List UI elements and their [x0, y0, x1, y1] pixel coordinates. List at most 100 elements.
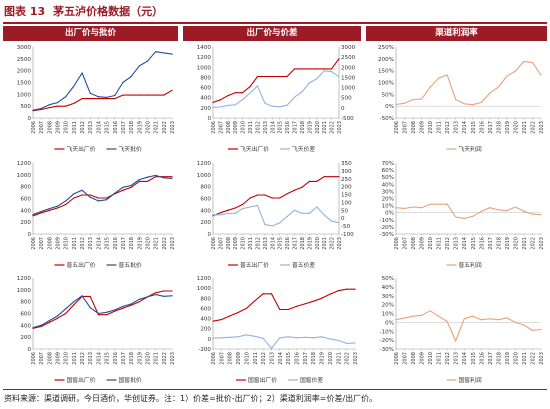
data-point: [412, 315, 414, 317]
x-tick-label: 2022: [330, 121, 336, 134]
data-point: [323, 214, 325, 216]
data-point: [323, 68, 325, 70]
data-point: [316, 180, 318, 183]
data-point: [472, 104, 474, 106]
chart-svg-lz-margin: -30%-20%-10%0%10%20%30%40%50%2006 2007 200…: [380, 276, 545, 384]
data-point: [308, 68, 310, 70]
data-point: [122, 189, 124, 191]
x-tick-label: 2022: [345, 352, 351, 365]
x-tick-label: 2012: [261, 352, 267, 365]
x-tick-label: 2007: [403, 121, 409, 134]
data-point: [114, 310, 116, 312]
x-tick-label: 2010: [244, 352, 250, 365]
x-tick-label: 2007: [39, 121, 45, 134]
y-tick-label: 0: [27, 232, 31, 238]
x-tick-label: 2020: [145, 352, 151, 365]
data-point: [105, 197, 108, 199]
data-point: [97, 98, 100, 100]
y2-tick-label: 250: [341, 177, 352, 183]
x-tick-label: 2016: [479, 121, 485, 134]
data-point: [320, 297, 323, 299]
y2-tick-label: 100: [341, 200, 352, 206]
data-point: [330, 68, 333, 70]
data-point: [279, 106, 281, 108]
data-point: [163, 295, 165, 297]
x-tick-label: 2012: [445, 352, 451, 365]
data-point: [220, 337, 222, 339]
y-tick-label: 1000: [17, 173, 32, 179]
chart-svg-mt-spread: 0 200 400 600 800 1000 1200 1400 -500 0 500 1000 150…: [197, 45, 356, 153]
x-tick-label: 2013: [263, 121, 269, 134]
data-point: [155, 293, 157, 296]
data-point: [330, 176, 333, 178]
data-point: [171, 295, 173, 297]
data-point: [56, 105, 59, 107]
x-tick-label: 2021: [522, 121, 528, 134]
data-point: [219, 212, 222, 214]
data-point: [163, 290, 165, 292]
y-tick-label: 10%: [382, 204, 394, 210]
x-tick-label: 2015: [105, 121, 111, 134]
y-tick-label: 1200: [197, 55, 212, 61]
data-point: [472, 315, 474, 317]
x-tick-label: 2015: [278, 237, 284, 250]
data-point: [220, 318, 222, 321]
data-point: [97, 96, 100, 98]
data-point: [429, 86, 431, 88]
data-point: [212, 214, 214, 216]
bottom-rule: [3, 389, 547, 390]
data-point: [155, 51, 157, 53]
x-tick-label: 2023: [170, 352, 176, 365]
data-point: [301, 186, 303, 188]
y2-tick-label: 1000: [341, 86, 356, 92]
data-point: [48, 320, 50, 322]
y-tick-label: 200: [20, 220, 31, 226]
x-tick-label: 2017: [488, 352, 494, 365]
data-point: [270, 347, 273, 350]
x-tick-label: 2011: [437, 121, 443, 134]
x-tick-label: 2013: [88, 121, 94, 134]
y-tick-label: -200: [198, 347, 211, 353]
x-tick-label: 2020: [513, 237, 519, 250]
x-tick-label: 2011: [248, 237, 254, 250]
x-tick-label: 2006: [31, 352, 37, 365]
y-tick-label: 30%: [382, 189, 394, 195]
data-point: [540, 214, 542, 216]
x-tick-label: 2009: [56, 352, 62, 365]
x-tick-label: 2013: [263, 237, 269, 250]
data-point: [105, 98, 108, 100]
x-tick-label: 2009: [236, 352, 242, 365]
y2-tick-label: 300: [341, 169, 352, 175]
data-point: [219, 214, 222, 216]
x-tick-label: 2008: [47, 121, 53, 134]
y-tick-label: 50%: [382, 276, 394, 282]
x-tick-label: 2015: [105, 237, 111, 250]
data-point: [249, 92, 251, 94]
data-point: [264, 102, 266, 104]
x-tick-label: 2016: [285, 237, 291, 250]
x-tick-label: 2023: [353, 352, 359, 365]
data-point: [323, 70, 325, 72]
y-tick-label: 200%: [378, 57, 394, 63]
x-tick-label: 2020: [513, 121, 519, 134]
x-tick-label: 2012: [445, 121, 451, 134]
legend-label: 飞天出厂价: [67, 145, 96, 153]
data-point: [130, 75, 132, 78]
data-point: [89, 92, 91, 94]
data-point: [254, 300, 256, 302]
data-point: [155, 174, 157, 177]
data-point: [249, 86, 251, 88]
data-point: [56, 102, 59, 104]
x-tick-label: 2009: [56, 121, 62, 134]
y-tick-label: 1000: [17, 288, 32, 294]
data-point: [65, 200, 67, 202]
x-tick-label: 2022: [530, 121, 536, 134]
x-tick-label: 2014: [96, 121, 102, 134]
series-line-0: [32, 89, 173, 112]
data-point: [337, 339, 339, 341]
data-point: [463, 318, 465, 320]
figure-title-text: 茅五泸价格数据（元）: [53, 5, 164, 18]
chart-svg-wly-margin: -30%-20%-10%0%10%20%30%40%50%60%70%2006 2…: [380, 161, 545, 269]
x-tick-label: 2006: [31, 237, 37, 250]
data-point: [48, 209, 50, 211]
